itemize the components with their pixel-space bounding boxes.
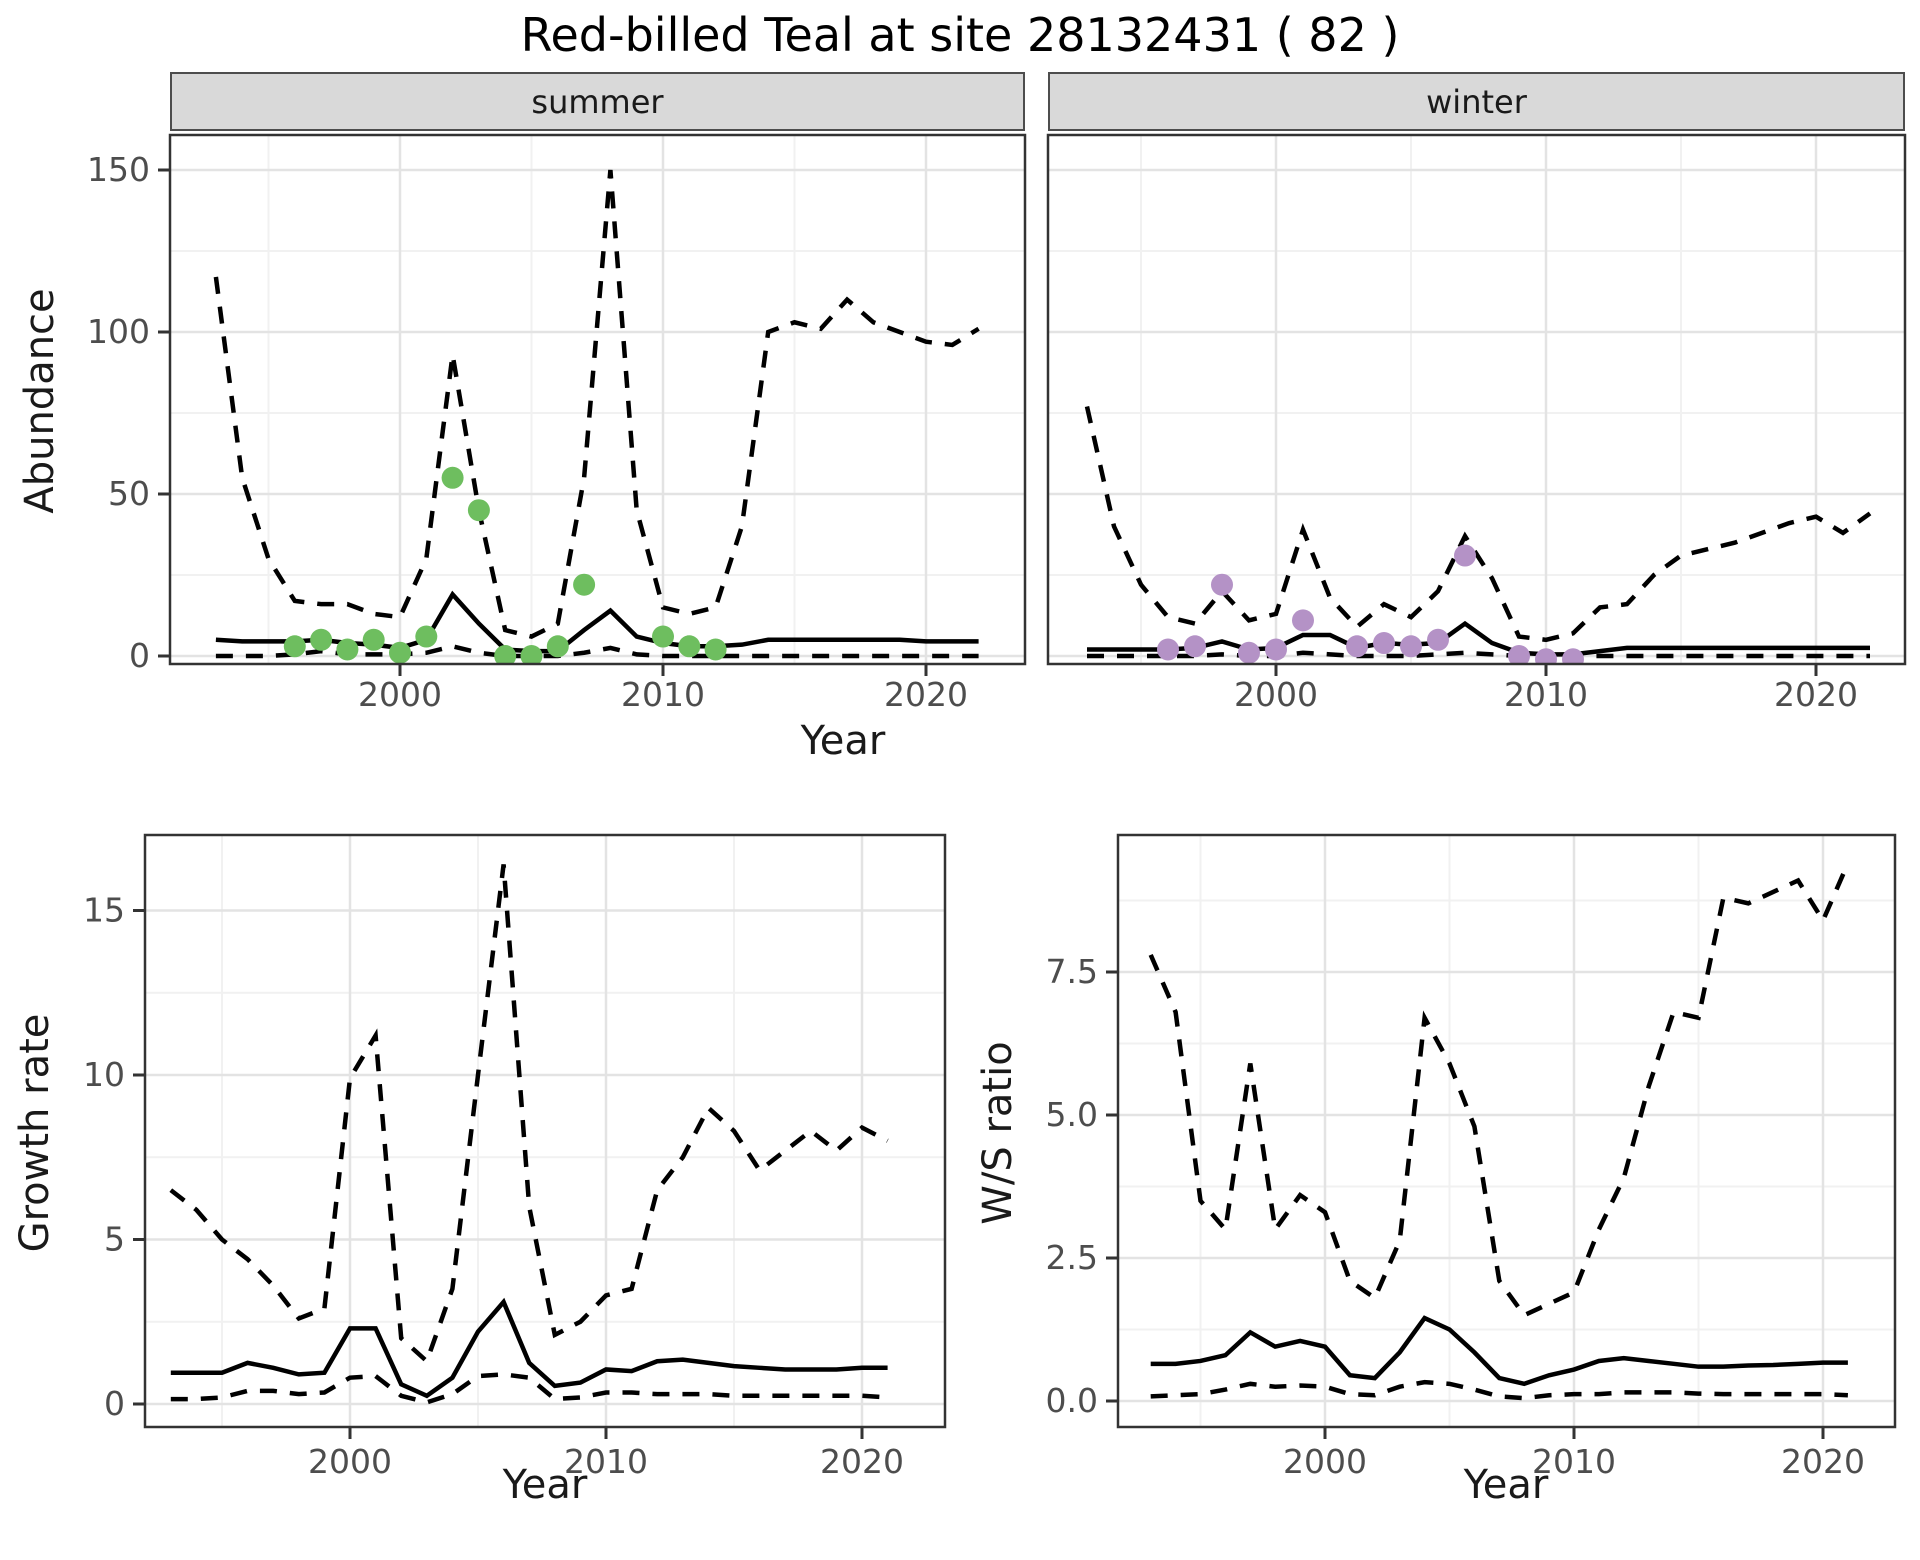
growth-y-tick-label: 5 (104, 1220, 125, 1259)
facet-label-winter: winter (1426, 82, 1527, 121)
winter-fit-line (1087, 620, 1870, 657)
summer-x-tick-label: 2000 (358, 675, 442, 714)
summer-y-tick-label: 150 (87, 150, 150, 189)
winter-upper-ci-line (1084, 406, 1872, 643)
ws-panel: 2000 2010 2020 0.0 2.5 5.0 7.5 (1046, 833, 1897, 1481)
growth-fit-line (170, 1297, 888, 1399)
ws-fit-line (1150, 1315, 1848, 1387)
winter-observed-point (1292, 609, 1314, 632)
winter-x-tick-label: 2010 (1504, 675, 1588, 714)
growth-panel-bg (145, 835, 945, 1427)
y-axis-title-abundance: Abundance (17, 288, 63, 514)
ws-y-tick-label: 5.0 (1046, 1095, 1098, 1134)
summer-observed-point (652, 625, 674, 648)
summer-observed-point (415, 625, 438, 648)
winter-x-tick-label: 2000 (1234, 675, 1318, 714)
ws-x-tick-label: 2000 (1283, 1442, 1367, 1481)
ws-y-tick-label: 2.5 (1046, 1238, 1098, 1277)
ws-x-tick-label: 2010 (1532, 1442, 1616, 1481)
growth-panel: 2000 2010 2020 0 5 10 15 (83, 833, 947, 1481)
summer-x-tick-label: 2020 (884, 675, 968, 714)
winter-observed-point (1184, 635, 1206, 658)
winter-observed-point (1400, 635, 1422, 658)
growth-upper-ci-line (169, 864, 889, 1366)
summer-observed-point (573, 573, 596, 596)
summer-y-tick-label: 0 (129, 636, 150, 675)
facet-strip-winter: winter (1048, 72, 1905, 131)
winter-panel-bg (1048, 135, 1905, 664)
winter-observed-point (1346, 635, 1368, 658)
summer-observed-point (704, 638, 727, 661)
summer-observed-point (336, 638, 359, 661)
winter-observed-point (1562, 648, 1584, 664)
growth-lower-ci-line (170, 1372, 888, 1405)
summer-observed-point (441, 466, 464, 489)
winter-x-tick-label: 2020 (1774, 675, 1858, 714)
ws-y-tick-label: 0.0 (1046, 1381, 1098, 1420)
summer-observed-point (283, 635, 306, 658)
x-axis-title-year-ws: Year (1463, 1462, 1549, 1508)
summer-upper-ci-line (213, 169, 980, 639)
page-title: Red-billed Teal at site 28132431 ( 82 ) (520, 8, 1400, 62)
summer-panel-border (168, 133, 1027, 666)
x-axis-title-year-top: Year (800, 718, 886, 764)
ws-y-tick-label: 7.5 (1046, 952, 1098, 991)
ws-panel-border (1116, 833, 1897, 1429)
facet-strip-summer: summer (170, 72, 1025, 131)
growth-y-tick-label: 10 (83, 1055, 125, 1094)
winter-observed-point (1427, 628, 1449, 651)
summer-panel-bg (170, 135, 1025, 664)
winter-observed-point (1238, 641, 1260, 664)
winter-observed-point (1508, 645, 1530, 664)
winter-lower-ci-line (1087, 650, 1870, 659)
summer-observed-point (362, 628, 385, 651)
ws-x-tick-label: 2020 (1781, 1442, 1865, 1481)
summer-observed-point (520, 645, 543, 664)
winter-panel-border (1046, 133, 1907, 666)
growth-x-tick-label: 2020 (820, 1442, 904, 1481)
winter-observed-point (1373, 632, 1395, 655)
growth-panel-border (143, 833, 947, 1429)
summer-observed-point (678, 635, 701, 658)
winter-observed-point (1211, 573, 1233, 596)
ws-upper-ci-line (1148, 862, 1850, 1319)
x-axis-title-year-growth: Year (502, 1462, 588, 1508)
summer-panel: 2000 2010 2020 0 50 100 150 (87, 133, 1027, 714)
y-axis-title-ws-ratio: W/S ratio (975, 1041, 1021, 1225)
growth-x-tick-label: 2000 (308, 1442, 392, 1481)
y-axis-title-growth-rate: Growth rate (12, 1013, 58, 1253)
summer-x-tick-label: 2010 (621, 675, 705, 714)
ws-panel-bg (1118, 835, 1895, 1427)
growth-y-tick-label: 0 (104, 1384, 125, 1423)
summer-y-tick-label: 50 (108, 474, 150, 513)
summer-observed-point (310, 628, 333, 651)
facet-label-summer: summer (531, 82, 664, 121)
growth-y-tick-label: 15 (83, 891, 125, 930)
winter-panel: 2000 2010 2020 (1046, 133, 1907, 714)
winter-observed-point (1454, 544, 1476, 567)
winter-observed-point (1265, 638, 1287, 661)
summer-observed-point (389, 641, 411, 664)
summer-observed-point (467, 499, 490, 522)
summer-y-tick-label: 100 (87, 312, 150, 351)
summer-observed-point (546, 635, 569, 658)
winter-observed-point (1535, 648, 1557, 664)
growth-x-tick-label: 2010 (564, 1442, 648, 1481)
winter-observed-point (1157, 638, 1179, 661)
summer-observed-point (494, 645, 517, 664)
